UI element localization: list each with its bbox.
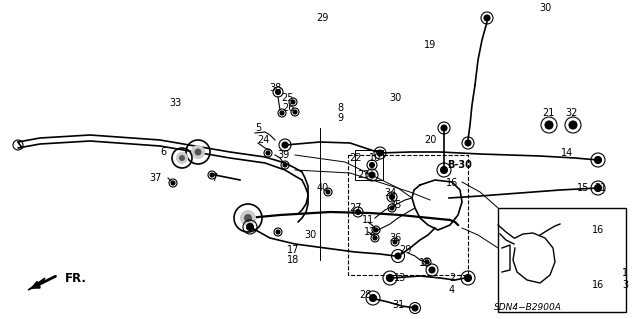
Circle shape <box>390 195 394 199</box>
Text: 11: 11 <box>362 215 374 225</box>
Text: 23: 23 <box>357 170 369 180</box>
Text: 22: 22 <box>349 153 361 163</box>
Text: 8: 8 <box>337 103 343 113</box>
Circle shape <box>441 125 447 131</box>
Circle shape <box>395 253 401 259</box>
Circle shape <box>440 167 447 174</box>
Text: FR.: FR. <box>65 271 87 285</box>
Circle shape <box>551 294 559 302</box>
Text: 21: 21 <box>542 108 554 118</box>
Bar <box>355 150 383 180</box>
Circle shape <box>369 162 374 167</box>
Text: 19: 19 <box>424 40 436 50</box>
Text: 30: 30 <box>539 3 551 13</box>
Text: 5: 5 <box>255 123 261 133</box>
Circle shape <box>191 145 205 159</box>
Text: 39: 39 <box>277 150 289 160</box>
Text: 29: 29 <box>399 245 411 255</box>
Circle shape <box>595 184 602 191</box>
Text: 35: 35 <box>389 200 401 210</box>
Text: 16: 16 <box>592 280 604 290</box>
Circle shape <box>412 305 418 311</box>
Circle shape <box>374 228 378 232</box>
Circle shape <box>283 163 287 167</box>
Text: 34: 34 <box>384 188 396 198</box>
Circle shape <box>244 214 252 222</box>
Text: 28: 28 <box>359 290 371 300</box>
Text: 18: 18 <box>287 255 299 265</box>
Text: 4: 4 <box>449 285 455 295</box>
Circle shape <box>291 100 295 104</box>
Circle shape <box>240 210 256 226</box>
Text: 36: 36 <box>389 233 401 243</box>
Text: 6: 6 <box>160 147 166 157</box>
Circle shape <box>176 152 188 164</box>
Circle shape <box>280 111 284 115</box>
Circle shape <box>393 240 397 244</box>
Text: 25: 25 <box>282 93 294 103</box>
Circle shape <box>266 151 270 155</box>
Text: 3: 3 <box>622 280 628 290</box>
Circle shape <box>282 142 288 148</box>
Text: 16: 16 <box>446 178 458 188</box>
Text: 37: 37 <box>149 173 161 183</box>
Text: 33: 33 <box>169 98 181 108</box>
Circle shape <box>390 206 394 210</box>
Text: 20: 20 <box>424 135 436 145</box>
Polygon shape <box>28 278 45 290</box>
Text: 40: 40 <box>317 183 329 193</box>
Text: 15: 15 <box>577 183 589 193</box>
Circle shape <box>171 181 175 185</box>
Text: 31: 31 <box>594 183 606 193</box>
Circle shape <box>373 236 377 240</box>
Text: 38: 38 <box>269 83 281 93</box>
Text: B-30: B-30 <box>447 160 472 170</box>
Text: 32: 32 <box>566 108 578 118</box>
Circle shape <box>275 90 280 94</box>
Circle shape <box>569 121 577 129</box>
Text: 10: 10 <box>369 153 381 163</box>
Circle shape <box>369 172 375 178</box>
Bar <box>348 155 468 275</box>
Circle shape <box>326 190 330 194</box>
Text: 30: 30 <box>304 230 316 240</box>
Circle shape <box>569 224 577 232</box>
Circle shape <box>276 230 280 234</box>
Text: 26: 26 <box>282 103 294 113</box>
Text: 2: 2 <box>449 273 455 283</box>
Circle shape <box>465 140 471 146</box>
Circle shape <box>179 155 185 161</box>
Circle shape <box>246 224 253 231</box>
Text: 16: 16 <box>592 225 604 235</box>
Bar <box>498 208 626 312</box>
Text: 16: 16 <box>419 258 431 268</box>
Text: 31: 31 <box>392 300 404 310</box>
Text: SDN4−B2900A: SDN4−B2900A <box>494 303 562 313</box>
Circle shape <box>195 149 202 155</box>
Circle shape <box>595 157 602 164</box>
Text: 14: 14 <box>561 148 573 158</box>
Text: 30: 30 <box>389 93 401 103</box>
Circle shape <box>545 121 553 129</box>
Text: 1: 1 <box>622 268 628 278</box>
Circle shape <box>355 210 360 214</box>
Text: 17: 17 <box>287 245 299 255</box>
Text: 7: 7 <box>211 173 217 183</box>
Circle shape <box>429 267 435 273</box>
Text: 13: 13 <box>394 273 406 283</box>
Text: 24: 24 <box>257 135 269 145</box>
Text: 9: 9 <box>337 113 343 123</box>
Circle shape <box>484 15 490 21</box>
Circle shape <box>387 275 394 281</box>
Circle shape <box>293 110 297 114</box>
Circle shape <box>425 260 429 264</box>
Text: 27: 27 <box>349 203 361 213</box>
Text: 29: 29 <box>316 13 328 23</box>
Circle shape <box>377 150 383 156</box>
Circle shape <box>465 275 472 281</box>
Circle shape <box>210 173 214 177</box>
Circle shape <box>369 294 376 301</box>
Text: 12: 12 <box>364 227 376 237</box>
